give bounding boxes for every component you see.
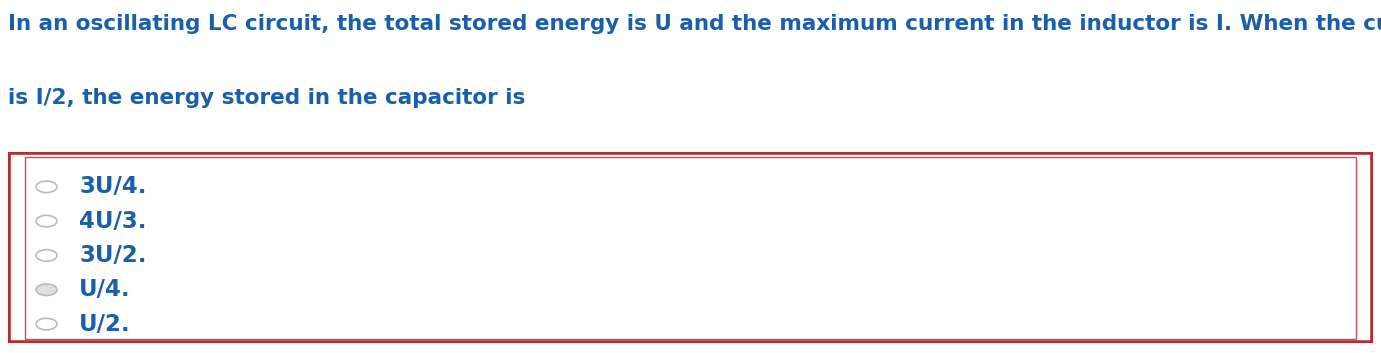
Text: is I/2, the energy stored in the capacitor is: is I/2, the energy stored in the capacit…	[8, 88, 526, 108]
Ellipse shape	[36, 215, 57, 227]
Text: U/2.: U/2.	[79, 312, 131, 336]
Text: U/4.: U/4.	[79, 278, 131, 301]
Ellipse shape	[36, 318, 57, 330]
Ellipse shape	[36, 284, 57, 295]
Ellipse shape	[36, 181, 57, 193]
Text: In an oscillating LC circuit, the total stored energy is U and the maximum curre: In an oscillating LC circuit, the total …	[8, 14, 1381, 34]
Text: 3U/2.: 3U/2.	[79, 244, 146, 267]
Ellipse shape	[36, 250, 57, 261]
Text: 4U/3.: 4U/3.	[79, 210, 146, 233]
Text: 3U/4.: 3U/4.	[79, 175, 146, 198]
